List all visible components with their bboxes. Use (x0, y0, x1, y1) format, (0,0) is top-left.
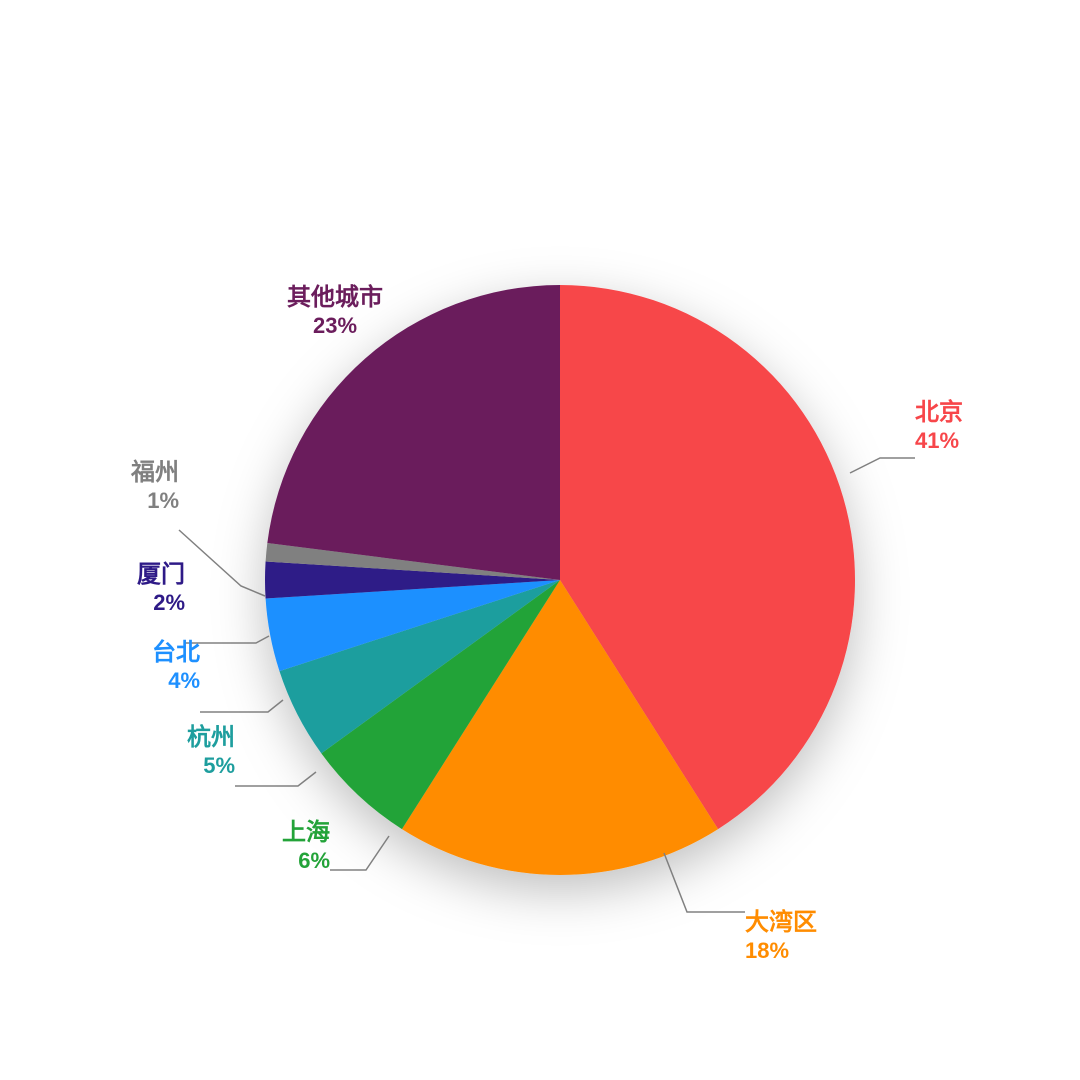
slice-label-pct-1: 18% (745, 938, 789, 963)
leader-line-6 (179, 530, 265, 596)
slice-label-name-1: 大湾区 (745, 908, 817, 936)
slice-label-pct-5: 2% (153, 590, 185, 615)
slice-label-name-4: 台北 (152, 638, 200, 666)
pie-slice-7 (267, 285, 560, 580)
slice-label-name-5: 厦门 (137, 560, 185, 588)
slice-label-pct-2: 6% (298, 848, 330, 873)
leader-line-2 (330, 836, 389, 870)
leader-line-0 (850, 458, 915, 473)
slice-label-pct-7: 23% (313, 313, 357, 338)
slice-label-name-7: 其他城市 (287, 283, 383, 311)
leader-line-4 (200, 700, 283, 712)
slice-label-name-3: 杭州 (187, 723, 235, 751)
pie-chart-container: 北京41% 大湾区18% 上海6% 杭州5% 台北4% 厦门2% 福州1% 其他城市23% (0, 0, 1080, 1080)
slice-label-pct-0: 41% (915, 428, 959, 453)
leader-line-1 (664, 853, 745, 912)
slice-label-name-0: 北京 (915, 398, 963, 426)
slice-label-pct-4: 4% (168, 668, 200, 693)
slice-label-name-6: 福州 (130, 459, 179, 486)
leader-line-3 (235, 772, 316, 786)
slice-label-pct-3: 5% (203, 753, 235, 778)
slice-label-pct-6: 1% (147, 488, 179, 513)
slice-label-name-2: 上海 (282, 818, 330, 846)
pie-chart-svg: 北京41% 大湾区18% 上海6% 杭州5% 台北4% 厦门2% 福州1% 其他城市23% (0, 0, 1080, 1080)
